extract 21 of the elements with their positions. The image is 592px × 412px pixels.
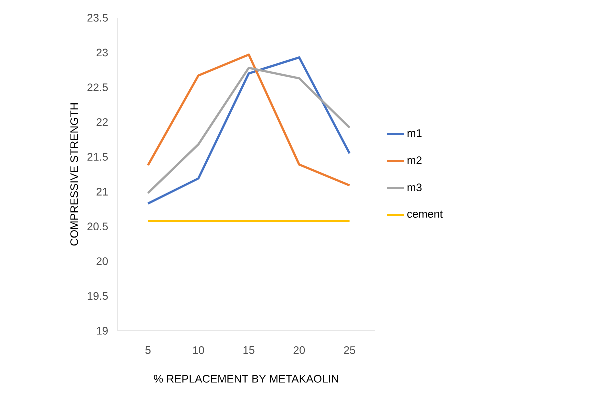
y-tick-label: 23 <box>96 48 108 57</box>
x-tick-label: 10 <box>193 346 204 354</box>
y-tick-label: 19.5 <box>88 292 108 300</box>
x-tick-label: 25 <box>344 346 356 354</box>
y-tick-label: 21.5 <box>88 153 108 161</box>
y-tick-label: 21 <box>96 188 108 196</box>
y-axis-title: COMPRESSIVE STRENGTH <box>70 104 78 246</box>
y-tick-label: 20.5 <box>88 222 108 231</box>
x-axis-title: % REPLACEMENT BY METAKAOLIN <box>154 375 338 383</box>
x-tick-label: 20 <box>294 346 306 354</box>
y-tick-label: 22.5 <box>88 84 108 92</box>
legend-label: cement <box>408 210 443 218</box>
y-tick-label: 23.5 <box>88 14 108 22</box>
x-tick-label: 15 <box>244 346 255 354</box>
legend-label: m2 <box>408 156 422 164</box>
legend-label: m1 <box>408 130 422 138</box>
legend-label: m3 <box>408 184 422 192</box>
y-tick-label: 19 <box>97 327 108 335</box>
y-tick-label: 22 <box>96 118 108 126</box>
x-tick-label: 5 <box>146 346 151 354</box>
y-tick-label: 20 <box>96 258 108 266</box>
